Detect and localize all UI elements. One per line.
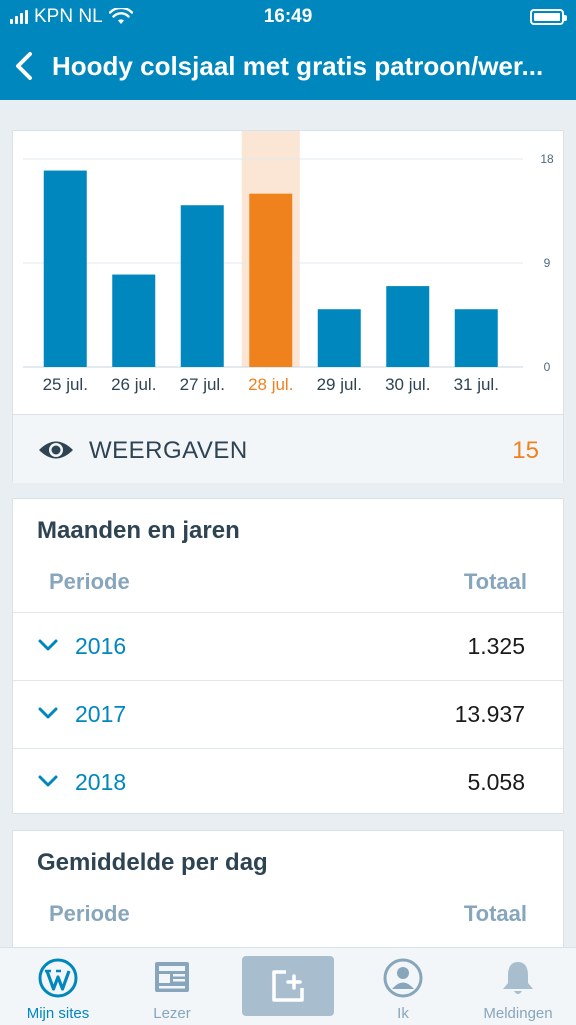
wifi-icon: [108, 8, 133, 24]
nav-bar: Hoody colsjaal met gratis patroon/wer...: [0, 34, 576, 100]
tab-me[interactable]: Ik: [353, 948, 453, 1025]
x-tick-label: 29 jul.: [317, 375, 362, 394]
views-value: 15: [512, 437, 539, 464]
views-label: WEERGAVEN: [89, 437, 248, 464]
bar-29jul[interactable]: [317, 309, 361, 367]
bar-26jul[interactable]: [112, 274, 156, 367]
year-total: 1.325: [467, 633, 525, 659]
x-tick-label: 30 jul.: [385, 375, 430, 394]
status-time: 16:49: [263, 6, 313, 27]
average-per-day-card: Gemiddelde per dag Periode Totaal: [12, 830, 564, 960]
x-tick-label: 26 jul.: [111, 375, 156, 394]
year-label: 2016: [75, 633, 127, 659]
tab-label: Meldingen: [483, 1005, 553, 1022]
signal-icon: [10, 10, 28, 24]
year-total: 13.937: [454, 701, 525, 727]
page-title: Hoody colsjaal met gratis patroon/wer...: [52, 51, 544, 81]
year-label: 2018: [75, 769, 127, 795]
chevron-down-icon: [38, 707, 58, 719]
months-years-card: Maanden en jaren Periode Totaal 2016 1.3…: [12, 498, 564, 814]
bar-28jul[interactable]: [249, 193, 293, 367]
tab-my-sites[interactable]: Mijn sites: [8, 948, 108, 1025]
year-row-2018[interactable]: 2018 5.058: [13, 748, 563, 816]
tab-label: Ik: [397, 1005, 409, 1022]
tab-notifications[interactable]: Meldingen: [468, 948, 568, 1025]
profile-icon: [383, 958, 423, 998]
new-post-button[interactable]: [242, 956, 334, 1016]
bar-chart: 18 9 0 25 jul. 26 jul. 27 jul. 28 jul. 29 jul. 3…: [13, 131, 563, 413]
wordpress-icon: [38, 958, 78, 998]
reader-icon: [155, 962, 189, 992]
x-tick-label: 27 jul.: [180, 375, 225, 394]
status-bar: KPN NL 16:49: [0, 0, 576, 34]
y-tick-label: 0: [544, 360, 551, 374]
chevron-down-icon: [38, 775, 58, 787]
year-row-2016[interactable]: 2016 1.325: [13, 612, 563, 680]
months-years-heading: Maanden en jaren: [37, 517, 240, 544]
x-tick-label: 25 jul.: [43, 375, 88, 394]
bar-25jul[interactable]: [43, 170, 87, 367]
views-chart-card: 18 9 0 25 jul. 26 jul. 27 jul. 28 jul. 29 jul. 3…: [12, 130, 564, 483]
year-total: 5.058: [467, 769, 525, 795]
total-column-header: Totaal: [463, 569, 527, 594]
status-left: KPN NL: [10, 6, 133, 28]
carrier-label: KPN NL: [34, 6, 103, 27]
tab-label: Lezer: [153, 1005, 191, 1022]
bell-icon: [503, 962, 533, 994]
bar-27jul[interactable]: [180, 205, 224, 367]
period-column-header: Periode: [49, 901, 130, 926]
period-column-header: Periode: [49, 569, 130, 594]
y-tick-label: 9: [544, 256, 551, 270]
tab-bar: Mijn sites Lezer Ik Meldingen: [0, 947, 576, 1025]
year-row-2017[interactable]: 2017 13.937: [13, 680, 563, 748]
x-tick-label: 31 jul.: [454, 375, 499, 394]
average-heading: Gemiddelde per dag: [37, 849, 268, 876]
year-label: 2017: [75, 701, 127, 727]
bar-30jul[interactable]: [386, 286, 430, 367]
views-stat-row[interactable]: WEERGAVEN 15: [13, 414, 563, 483]
back-chevron-icon[interactable]: [10, 48, 40, 84]
total-column-header: Totaal: [463, 901, 527, 926]
battery-icon: [530, 9, 567, 25]
bar-31jul[interactable]: [454, 309, 498, 367]
tab-label: Mijn sites: [26, 1005, 90, 1022]
y-tick-label: 18: [540, 152, 554, 166]
new-post-icon: [272, 970, 304, 1002]
x-tick-label: 28 jul.: [248, 375, 293, 394]
tab-reader[interactable]: Lezer: [122, 948, 222, 1025]
eye-icon: [39, 441, 73, 459]
chevron-down-icon: [38, 639, 58, 651]
bar-chart-svg: 18 9 0 25 jul. 26 jul. 27 jul. 28 jul. 29 jul. 3…: [23, 131, 554, 394]
